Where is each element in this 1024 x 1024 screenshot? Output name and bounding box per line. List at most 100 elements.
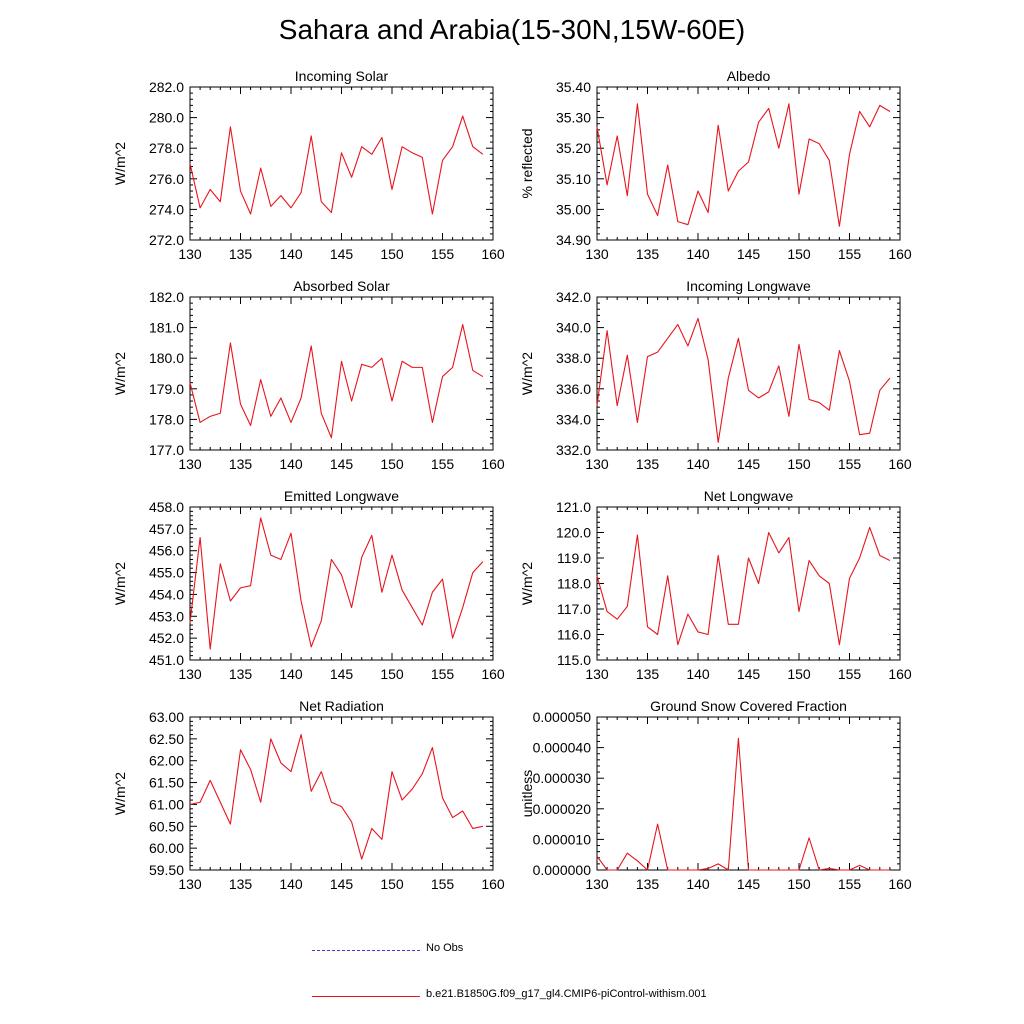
x-tick-label: 140 — [686, 666, 710, 682]
y-tick-label: 278.0 — [149, 140, 184, 156]
series-line-0 — [596, 317, 891, 443]
x-tick-label: 160 — [481, 246, 505, 262]
y-tick-label: 182.0 — [149, 289, 184, 305]
x-tick-label: 155 — [838, 246, 862, 262]
series-line-0 — [596, 526, 891, 646]
x-tick-label: 135 — [229, 246, 253, 262]
panel-title: Albedo — [727, 68, 771, 84]
y-axis-label: W/m^2 — [112, 142, 128, 185]
y-tick-label: 181.0 — [149, 320, 184, 336]
x-tick-label: 130 — [178, 456, 202, 472]
x-tick-label: 155 — [838, 666, 862, 682]
y-axis-label: W/m^2 — [519, 562, 535, 605]
x-tick-label: 160 — [888, 456, 912, 472]
y-tick-label: 457.0 — [149, 521, 184, 537]
x-tick-label: 145 — [737, 456, 761, 472]
x-tick-label: 130 — [178, 876, 202, 892]
legend-entry-model: b.e21.B1850G.f09_g17_gl4.CMIP6-piControl… — [312, 988, 732, 1004]
x-tick-label: 135 — [229, 666, 253, 682]
y-tick-label: 62.50 — [149, 731, 184, 747]
y-tick-label: 60.00 — [149, 840, 184, 856]
y-tick-label: 280.0 — [149, 110, 184, 126]
x-tick-label: 150 — [787, 876, 811, 892]
y-tick-label: 456.0 — [149, 543, 184, 559]
panel-3: Incoming Longwave W/m^2 130 135 140 145 150 155… — [519, 278, 912, 472]
x-tick-label: 155 — [431, 456, 455, 472]
y-tick-label: 179.0 — [149, 381, 184, 397]
y-tick-label: 338.0 — [556, 350, 591, 366]
x-tick-label: 150 — [787, 246, 811, 262]
plot-frame — [596, 296, 901, 451]
plot-frame — [189, 86, 494, 241]
y-tick-label: 62.00 — [149, 753, 184, 769]
y-tick-label: 453.0 — [149, 608, 184, 624]
x-tick-label: 160 — [481, 876, 505, 892]
series-line-0 — [189, 115, 484, 215]
x-tick-label: 145 — [330, 456, 354, 472]
panel-title: Net Longwave — [704, 488, 794, 504]
y-tick-label: 342.0 — [556, 289, 591, 305]
x-tick-label: 135 — [636, 246, 660, 262]
y-tick-label: 177.0 — [149, 442, 184, 458]
x-tick-label: 135 — [636, 666, 660, 682]
y-tick-label: 60.50 — [149, 818, 184, 834]
x-tick-label: 145 — [737, 246, 761, 262]
legend-entry-obs: No Obs — [312, 942, 732, 958]
panel-title: Emitted Longwave — [284, 488, 399, 504]
y-tick-label: 0.000000 — [533, 862, 592, 878]
main-title: Sahara and Arabia(15-30N,15W-60E) — [278, 14, 746, 45]
x-tick-label: 155 — [431, 666, 455, 682]
y-tick-label: 61.50 — [149, 775, 184, 791]
x-tick-label: 155 — [431, 246, 455, 262]
panel-title: Incoming Longwave — [686, 278, 811, 294]
panel-0: Incoming Solar W/m^2 130 135 140 145 150 155 160… — [112, 68, 505, 262]
x-tick-label: 140 — [279, 876, 303, 892]
x-tick-label: 160 — [481, 666, 505, 682]
x-tick-label: 150 — [380, 666, 404, 682]
y-tick-label: 276.0 — [149, 171, 184, 187]
y-tick-label: 334.0 — [556, 411, 591, 427]
panel-title: Net Radiation — [299, 698, 384, 714]
x-tick-label: 145 — [737, 876, 761, 892]
y-tick-label: 0.000050 — [533, 709, 592, 725]
y-tick-label: 340.0 — [556, 320, 591, 336]
x-tick-label: 150 — [787, 456, 811, 472]
plot-frame — [596, 716, 901, 871]
y-axis-label: W/m^2 — [112, 352, 128, 395]
panel-5: Net Longwave W/m^2 130 135 140 145 150 155 160 11… — [519, 488, 912, 682]
x-tick-label: 160 — [888, 666, 912, 682]
y-tick-label: 0.000020 — [533, 801, 592, 817]
panel-title: Incoming Solar — [295, 68, 389, 84]
y-tick-label: 454.0 — [149, 586, 184, 602]
x-tick-label: 150 — [380, 876, 404, 892]
y-tick-label: 0.000040 — [533, 740, 592, 756]
y-tick-label: 451.0 — [149, 652, 184, 668]
x-tick-label: 135 — [636, 876, 660, 892]
y-tick-label: 120.0 — [556, 525, 591, 541]
y-axis-label: % reflected — [519, 128, 535, 198]
panel-7: Ground Snow Covered Fraction unitless 130 1… — [519, 698, 912, 892]
x-tick-label: 140 — [686, 246, 710, 262]
x-tick-label: 145 — [737, 666, 761, 682]
legend-dash-line — [312, 950, 420, 951]
y-tick-label: 119.0 — [557, 550, 591, 566]
y-axis-label: W/m^2 — [519, 352, 535, 395]
x-tick-label: 160 — [888, 246, 912, 262]
y-axis-label: unitless — [519, 770, 535, 817]
series-line-0 — [189, 323, 484, 439]
x-tick-label: 130 — [585, 456, 609, 472]
x-tick-label: 155 — [431, 876, 455, 892]
y-tick-label: 116.0 — [557, 627, 591, 643]
x-tick-label: 150 — [380, 456, 404, 472]
y-tick-label: 35.40 — [556, 79, 591, 95]
plot-frame — [189, 716, 494, 871]
panel-title: Ground Snow Covered Fraction — [650, 698, 847, 714]
y-tick-label: 118.0 — [557, 576, 591, 592]
y-tick-label: 34.90 — [556, 232, 591, 248]
series-line-0 — [189, 517, 484, 650]
panel-6: Net Radiation W/m^2 130 135 140 145 150 155 160 5… — [112, 698, 505, 892]
series-line-0 — [596, 103, 891, 227]
x-tick-label: 155 — [838, 456, 862, 472]
y-axis-label: W/m^2 — [112, 772, 128, 815]
